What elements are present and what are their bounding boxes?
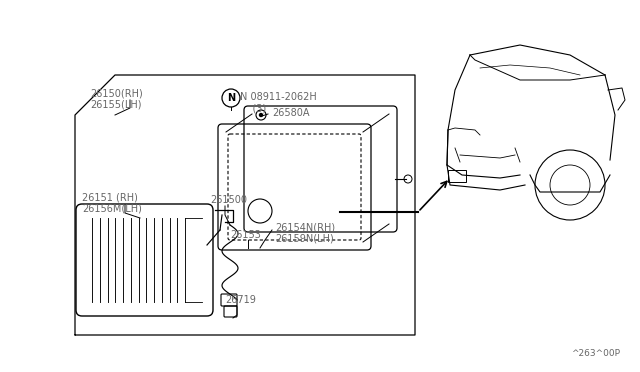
Text: N: N xyxy=(227,93,235,103)
Text: 26580A: 26580A xyxy=(272,108,310,118)
Text: 26150(RH)
26155(LH): 26150(RH) 26155(LH) xyxy=(90,88,143,110)
Text: 26151 (RH)
26156M(LH): 26151 (RH) 26156M(LH) xyxy=(82,192,142,214)
Text: 26153: 26153 xyxy=(230,230,261,240)
Text: 26154N(RH)
26159N(LH): 26154N(RH) 26159N(LH) xyxy=(275,222,335,244)
Text: 261500: 261500 xyxy=(210,195,247,205)
Text: 26719: 26719 xyxy=(225,295,256,305)
Text: N 08911-2062H
    (3): N 08911-2062H (3) xyxy=(240,92,317,113)
Circle shape xyxy=(259,113,262,116)
Bar xyxy=(448,170,466,182)
Text: ^263^00P: ^263^00P xyxy=(571,349,620,358)
